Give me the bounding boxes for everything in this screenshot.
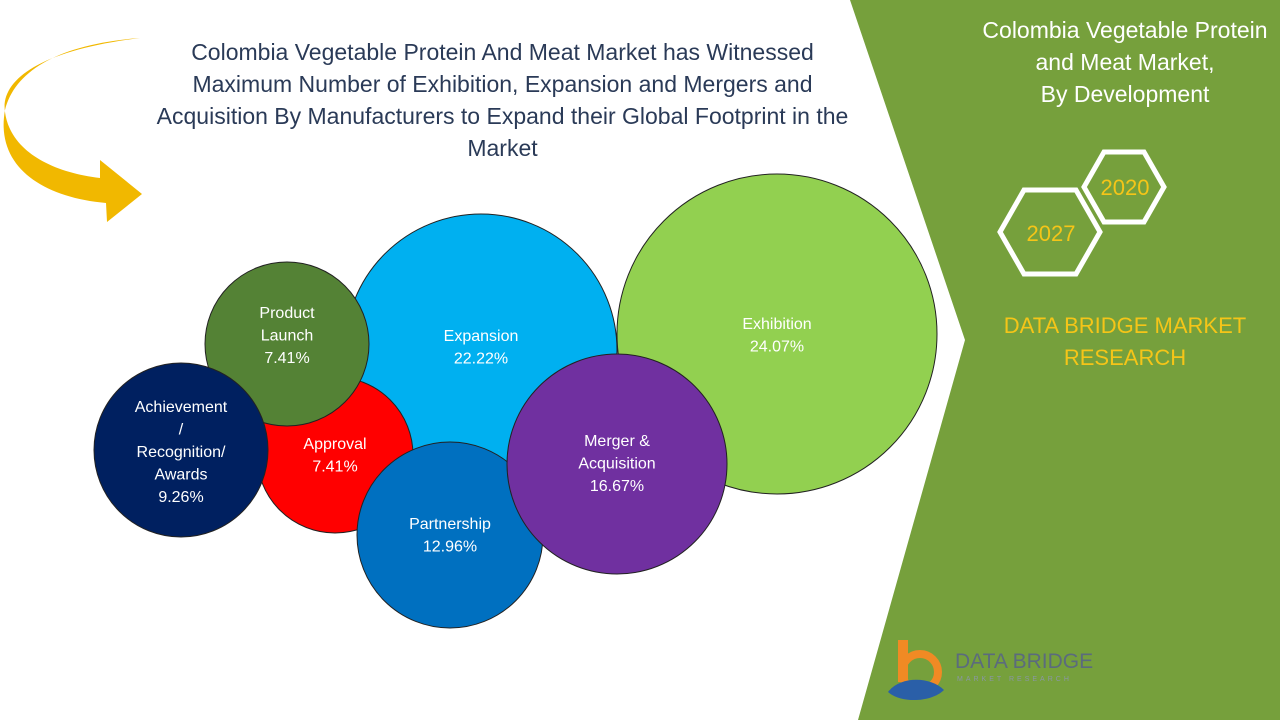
bubble-label-merger-acquisition: Merger & Acquisition 16.67% — [578, 433, 655, 495]
bubble-chart: Exhibition 24.07% Expansion 22.22% Approval 7… — [93, 173, 938, 629]
main-title: Colombia Vegetable Protein And Meat Mark… — [156, 39, 849, 161]
logo-text: DATA BRIDGE — [955, 650, 1094, 673]
brand-name: DATA BRIDGE MARKET RESEARCH — [1003, 313, 1247, 370]
side-panel — [850, 0, 1280, 720]
bubble-label-expansion: Expansion 22.22% — [444, 328, 519, 368]
side-panel-title: Colombia Vegetable Protein and Meat Mark… — [982, 17, 1268, 107]
year-2020-label: 2020 — [1101, 175, 1150, 200]
bubble-merger-acquisition — [506, 353, 728, 575]
curved-arrow-icon — [3, 38, 142, 222]
bubble-achievement-recognition-awards — [93, 362, 269, 538]
bubble-label-exhibition: Exhibition 24.07% — [742, 316, 811, 356]
bubble-label-partnership: Partnership 12.96% — [409, 516, 491, 556]
hexagon-year-2020: 2020 — [1081, 149, 1167, 225]
hexagon-year-2027: 2027 — [997, 187, 1103, 277]
logo-mark-icon — [888, 640, 944, 701]
bubble-product-launch — [204, 261, 370, 427]
bubble-label-approval: Approval 7.41% — [303, 436, 366, 476]
logo-subtext: MARKET RESEARCH — [957, 676, 1072, 683]
bubble-label-product-launch: Product Launch 7.41% — [259, 305, 315, 367]
year-2027-label: 2027 — [1027, 221, 1076, 246]
bubble-label-achievement-recognition-awards: Achievement / Recognition/Awards 9.26% — [135, 399, 228, 506]
